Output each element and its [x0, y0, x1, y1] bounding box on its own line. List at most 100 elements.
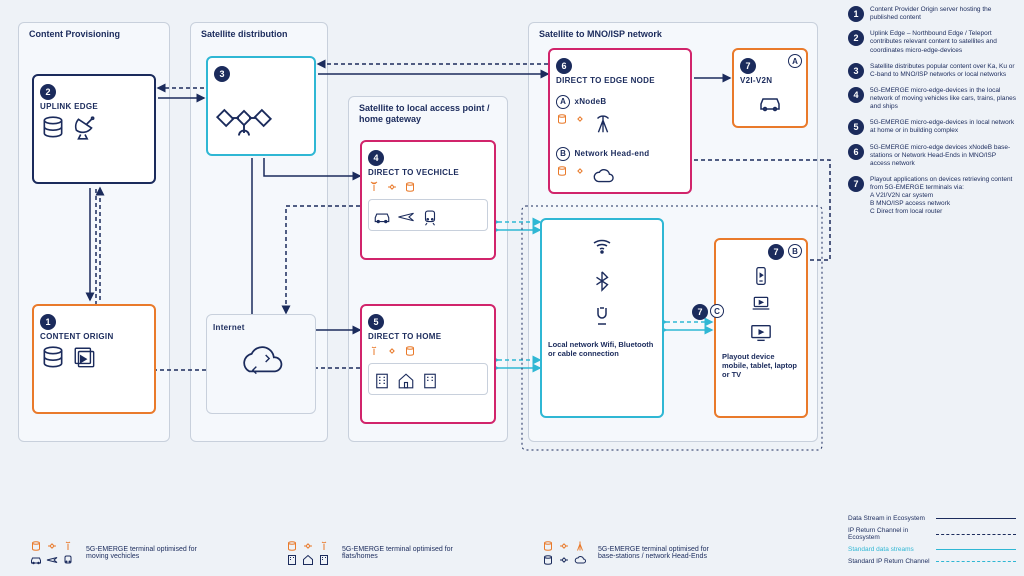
sat-icon: [558, 554, 570, 566]
box-direct-home: 5 DIRECT TO HOME: [360, 304, 496, 424]
sub-badge-b: B: [556, 147, 570, 161]
legend-item: 7Playout applications on devices retriev…: [848, 176, 1016, 217]
building-icon: [373, 372, 391, 390]
legend-badge: 3: [848, 63, 864, 79]
legend-item: 1Content Provider Origin server hosting …: [848, 6, 1016, 22]
line-legend-label: Standard data streams: [848, 546, 930, 553]
satellite-mini-icon: [386, 181, 398, 193]
cable-icon: [590, 304, 614, 328]
legend-text: 5G-EMERGE micro-edge devices xNodeB base…: [870, 144, 1016, 168]
wifi-icon: [590, 234, 614, 258]
line-sample: [936, 518, 1016, 519]
bottom-key: 5G-EMERGE terminal optimised for flats/h…: [286, 540, 472, 566]
box-v2i: 7 A V2I-V2N: [732, 48, 808, 128]
icon-row: [373, 208, 483, 226]
icon-row: [740, 91, 800, 115]
box-playout: B 7 7 C Playout device mobile, tablet, l…: [714, 238, 808, 418]
database-icon: [40, 345, 66, 371]
node-number-badge: 2: [40, 84, 56, 100]
antenna-icon: [62, 540, 74, 552]
database-icon: [556, 113, 568, 125]
tower-icon: [574, 540, 586, 552]
tv-icon: [747, 322, 775, 344]
database-icon: [404, 345, 416, 357]
legend-numbered: 1Content Provider Origin server hosting …: [848, 6, 1016, 225]
bottom-key-text: 5G-EMERGE terminal optimised for flats/h…: [342, 546, 472, 560]
line-legend-item: Standard data streams: [848, 546, 1016, 553]
legend-text: Satellite distributes popular content ov…: [870, 63, 1016, 79]
icon-row: [368, 181, 488, 193]
legend-badge: 1: [848, 6, 864, 22]
satellite-icon: [214, 88, 274, 148]
line-legend-item: Standard IP Return Channel: [848, 558, 1016, 565]
node-number-badge: 5: [368, 314, 384, 330]
car-icon: [755, 91, 785, 115]
bottom-key: 5G-EMERGE terminal optimised for moving …: [30, 540, 216, 566]
line-legend-item: IP Return Channel in Ecosystem: [848, 527, 1016, 541]
sub-label: xNodeB: [574, 97, 606, 106]
database-icon: [542, 554, 554, 566]
satellite-mini-icon: [386, 345, 398, 357]
cloud-icon: [592, 165, 614, 187]
media-files-icon: [72, 345, 98, 371]
line-legend-label: Standard IP Return Channel: [848, 558, 930, 565]
line-sample: [936, 561, 1016, 562]
bottom-key-text: 5G-EMERGE terminal optimised for moving …: [86, 546, 216, 560]
legend-item: 65G-EMERGE micro-edge devices xNodeB bas…: [848, 144, 1016, 168]
legend-text: 5G-EMERGE micro-edge-devices in the loca…: [870, 87, 1016, 111]
icon-row: [556, 113, 684, 135]
legend-item: 2Uplink Edge – Northbound Edge / Telepor…: [848, 30, 1016, 54]
cloud-icon: [574, 554, 586, 566]
icon-row: [214, 88, 308, 148]
database-icon: [40, 115, 66, 141]
car-icon: [30, 554, 42, 566]
box-local-network: Local network Wifi, Bluetooth or cable c…: [540, 218, 664, 418]
line-legend-label: IP Return Channel in Ecosystem: [848, 527, 930, 541]
database-icon: [556, 165, 568, 177]
database-icon: [30, 540, 42, 552]
icon-row: [40, 115, 148, 141]
sub-label: Network Head-end: [574, 149, 649, 158]
icon-row: [368, 345, 488, 357]
icon-row: [213, 342, 309, 382]
sub-badge: A: [788, 54, 802, 68]
node-number-badge: 6: [556, 58, 572, 74]
plane-icon: [46, 554, 58, 566]
box-title: DIRECT TO VECHICLE: [368, 168, 488, 177]
sat-icon: [46, 540, 58, 552]
legend-item: 3 Satellite distributes popular content o…: [848, 63, 1016, 79]
antenna-icon: [318, 540, 330, 552]
box-title: CONTENT ORIGIN: [40, 332, 148, 341]
dish-icon: [72, 115, 98, 141]
antenna-icon: [368, 181, 380, 193]
building-icon: [421, 372, 439, 390]
database-icon: [286, 540, 298, 552]
legend-text: Playout applications on devices retrievi…: [870, 176, 1016, 217]
legend-badge: 4: [848, 87, 864, 103]
icon-grid: [542, 540, 588, 566]
line-legend-label: Data Stream in Ecosystem: [848, 515, 930, 522]
database-icon: [404, 181, 416, 193]
box-title: DIRECT TO EDGE NODE: [556, 76, 684, 85]
line-sample: [936, 549, 1016, 550]
sub-badge-b: B: [788, 244, 802, 258]
train-icon: [421, 208, 439, 226]
line-sample: [936, 534, 1016, 535]
tower-icon: [592, 113, 614, 135]
house-icon: [397, 372, 415, 390]
laptop-icon: [748, 294, 774, 314]
diagram-stage: Content Provisioning Satellite distribut…: [0, 0, 1024, 576]
sub-badge-a: A: [556, 95, 570, 109]
icon-row: [373, 372, 483, 390]
bottom-key: 5G-EMERGE terminal optimised for base-st…: [542, 540, 728, 566]
box-caption: Local network Wifi, Bluetooth or cable c…: [548, 340, 656, 358]
box-title: Internet: [213, 323, 309, 332]
bottom-key-text: 5G-EMERGE terminal optimised for base-st…: [598, 546, 728, 560]
legend-text: Uplink Edge – Northbound Edge / Teleport…: [870, 30, 1016, 54]
sub-badge-c: C: [710, 304, 724, 318]
car-icon: [373, 208, 391, 226]
icon-grid: [286, 540, 332, 566]
box-caption: Playout device mobile, tablet, laptop or…: [722, 352, 800, 379]
building-icon: [318, 554, 330, 566]
building-icon: [286, 554, 298, 566]
